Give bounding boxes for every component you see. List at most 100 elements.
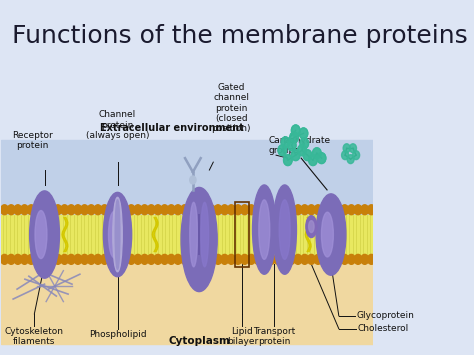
- Circle shape: [121, 255, 128, 264]
- Circle shape: [328, 205, 335, 215]
- Circle shape: [292, 150, 300, 160]
- Text: Functions of the membrane proteins: Functions of the membrane proteins: [12, 24, 468, 48]
- Circle shape: [228, 205, 235, 215]
- Circle shape: [134, 255, 142, 264]
- Circle shape: [261, 255, 269, 264]
- Bar: [1, 220, 374, 344]
- Ellipse shape: [188, 211, 202, 268]
- Circle shape: [341, 255, 349, 264]
- Circle shape: [94, 255, 102, 264]
- Circle shape: [361, 205, 369, 215]
- Circle shape: [7, 255, 15, 264]
- Circle shape: [147, 205, 155, 215]
- Circle shape: [283, 155, 292, 165]
- Circle shape: [208, 255, 215, 264]
- Ellipse shape: [35, 211, 47, 258]
- Ellipse shape: [103, 192, 132, 277]
- Circle shape: [214, 205, 222, 215]
- Circle shape: [298, 145, 306, 156]
- Circle shape: [154, 205, 162, 215]
- Ellipse shape: [197, 195, 212, 274]
- Circle shape: [107, 205, 115, 215]
- Circle shape: [0, 205, 9, 215]
- Circle shape: [7, 205, 15, 215]
- Ellipse shape: [279, 200, 290, 260]
- Circle shape: [14, 255, 22, 264]
- Circle shape: [228, 255, 235, 264]
- Circle shape: [281, 255, 289, 264]
- Ellipse shape: [109, 211, 120, 258]
- Circle shape: [47, 255, 55, 264]
- Circle shape: [161, 255, 169, 264]
- Ellipse shape: [306, 216, 317, 237]
- Circle shape: [187, 255, 195, 264]
- Circle shape: [343, 144, 350, 153]
- Text: Lipid
bilayer: Lipid bilayer: [227, 327, 258, 346]
- Circle shape: [308, 205, 315, 215]
- Circle shape: [221, 255, 228, 264]
- Circle shape: [314, 205, 322, 215]
- Circle shape: [347, 255, 356, 264]
- Ellipse shape: [181, 187, 217, 291]
- Text: Cytoplasm: Cytoplasm: [168, 336, 230, 346]
- Circle shape: [167, 255, 175, 264]
- Circle shape: [287, 205, 295, 215]
- Circle shape: [100, 255, 109, 264]
- Circle shape: [194, 255, 202, 264]
- Text: Transport
protein: Transport protein: [254, 327, 296, 346]
- Circle shape: [287, 140, 296, 151]
- Circle shape: [221, 205, 228, 215]
- Text: Cholesterol: Cholesterol: [358, 324, 409, 333]
- Circle shape: [74, 205, 82, 215]
- Circle shape: [54, 205, 62, 215]
- Circle shape: [247, 255, 255, 264]
- Circle shape: [214, 255, 222, 264]
- Circle shape: [61, 205, 68, 215]
- Ellipse shape: [321, 212, 333, 257]
- Circle shape: [353, 151, 360, 160]
- Circle shape: [61, 255, 68, 264]
- Circle shape: [20, 255, 28, 264]
- Circle shape: [290, 132, 299, 143]
- Text: Receptor
protein: Receptor protein: [12, 131, 53, 150]
- Circle shape: [299, 128, 308, 139]
- Text: Gated
channel
protein
(closed
position): Gated channel protein (closed position): [211, 83, 251, 133]
- Circle shape: [81, 205, 89, 215]
- Circle shape: [14, 205, 22, 215]
- Circle shape: [128, 255, 135, 264]
- Circle shape: [194, 205, 202, 215]
- Circle shape: [134, 205, 142, 215]
- Circle shape: [141, 255, 148, 264]
- Circle shape: [303, 150, 312, 160]
- Circle shape: [41, 205, 48, 215]
- Circle shape: [247, 205, 255, 215]
- Circle shape: [308, 255, 315, 264]
- Circle shape: [141, 205, 148, 215]
- Circle shape: [147, 255, 155, 264]
- Text: Extracellular environment: Extracellular environment: [100, 123, 244, 133]
- Circle shape: [54, 255, 62, 264]
- Ellipse shape: [30, 191, 59, 278]
- Circle shape: [349, 144, 356, 153]
- Ellipse shape: [115, 200, 120, 269]
- Circle shape: [317, 153, 326, 164]
- Circle shape: [321, 205, 328, 215]
- Circle shape: [241, 205, 248, 215]
- Ellipse shape: [190, 202, 198, 267]
- Circle shape: [208, 205, 215, 215]
- Circle shape: [274, 255, 282, 264]
- Circle shape: [174, 205, 182, 215]
- Circle shape: [87, 205, 95, 215]
- Ellipse shape: [259, 200, 270, 260]
- Circle shape: [342, 151, 349, 160]
- Circle shape: [41, 255, 48, 264]
- Circle shape: [234, 255, 242, 264]
- Bar: [235, 202, 249, 267]
- Circle shape: [201, 205, 209, 215]
- Ellipse shape: [186, 195, 201, 274]
- Circle shape: [287, 255, 295, 264]
- Circle shape: [347, 155, 354, 164]
- Circle shape: [167, 205, 175, 215]
- Circle shape: [354, 255, 362, 264]
- Circle shape: [87, 255, 95, 264]
